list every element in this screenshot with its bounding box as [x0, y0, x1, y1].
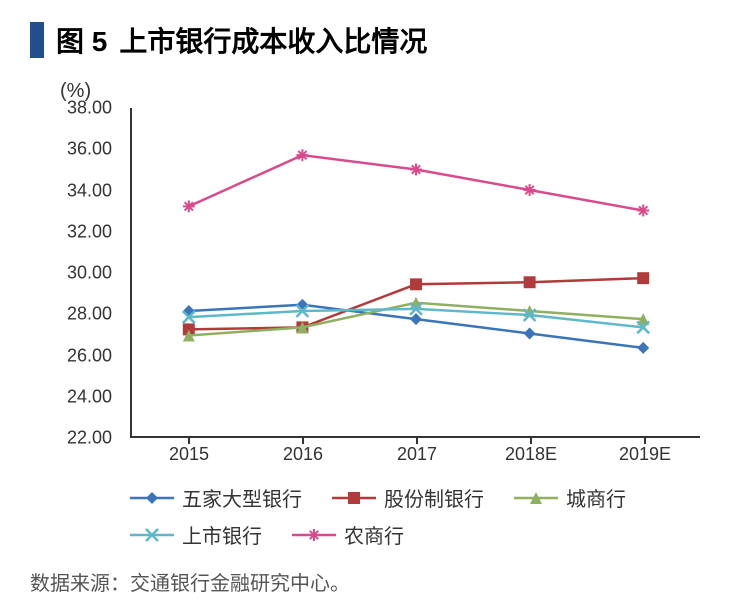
plot-area: 38.0036.0034.0032.0030.0028.0026.0024.00… — [60, 108, 700, 438]
series-line — [189, 155, 643, 210]
legend-item: 股份制银行 — [332, 483, 484, 512]
title-accent-bar — [30, 22, 44, 58]
legend-swatch — [514, 488, 558, 508]
y-tick-label: 34.00 — [67, 180, 112, 201]
legend: 五家大型银行 股份制银行 城商行上市银行 农商行 — [130, 483, 690, 549]
series-marker — [637, 272, 649, 284]
series-marker — [183, 200, 195, 212]
y-tick-label: 28.00 — [67, 304, 112, 325]
series-marker — [524, 276, 536, 288]
series-marker — [410, 164, 422, 176]
legend-label: 上市银行 — [182, 520, 262, 549]
x-tick-mark — [188, 436, 190, 444]
series-marker — [410, 278, 422, 290]
legend-label: 农商行 — [344, 520, 404, 549]
legend-label: 五家大型银行 — [182, 483, 302, 512]
y-tick-label: 36.00 — [67, 139, 112, 160]
legend-swatch — [130, 525, 174, 545]
y-axis-unit: (%) — [60, 80, 717, 103]
x-tick-mark — [416, 436, 418, 444]
figure-label: 图 5 — [56, 20, 107, 60]
series-marker — [637, 342, 649, 354]
y-tick-label: 38.00 — [67, 98, 112, 119]
x-tick-mark — [644, 436, 646, 444]
y-tick-label: 22.00 — [67, 428, 112, 449]
x-tick-label: 2018E — [505, 444, 557, 465]
chart-container: 图 5 上市银行成本收入比情况 (%) 38.00 36.00 34.00 32.00… — [0, 0, 747, 612]
series-marker — [524, 184, 536, 196]
legend-item: 五家大型银行 — [130, 483, 302, 512]
series-marker — [410, 313, 422, 325]
figure-title: 上市银行成本收入比情况 — [119, 20, 427, 60]
x-tick-mark — [302, 436, 304, 444]
x-tick-label: 2016 — [283, 444, 323, 465]
series-marker — [524, 328, 536, 340]
data-source: 数据来源：交通银行金融研究中心。 — [30, 567, 717, 596]
title-row: 图 5 上市银行成本收入比情况 — [30, 20, 717, 60]
series-marker — [296, 299, 308, 311]
x-tick-label: 2015 — [169, 444, 209, 465]
legend-item: 农商行 — [292, 520, 404, 549]
y-tick-label: 30.00 — [67, 263, 112, 284]
series-marker — [183, 305, 195, 317]
legend-item: 城商行 — [514, 483, 626, 512]
legend-label: 城商行 — [566, 483, 626, 512]
x-tick-label: 2019E — [619, 444, 671, 465]
plot-inner: 2015201620172018E2019E — [130, 108, 700, 438]
legend-label: 股份制银行 — [384, 483, 484, 512]
y-tick-label: 26.00 — [67, 345, 112, 366]
legend-item: 上市银行 — [130, 520, 262, 549]
legend-swatch — [292, 525, 336, 545]
x-tick-label: 2017 — [397, 444, 437, 465]
series-line — [189, 305, 643, 348]
plot-svg — [132, 108, 700, 436]
legend-swatch — [130, 488, 174, 508]
y-axis: 38.0036.0034.0032.0030.0028.0026.0024.00… — [52, 108, 122, 438]
legend-swatch — [332, 488, 376, 508]
series-marker — [637, 205, 649, 217]
x-tick-mark — [530, 436, 532, 444]
y-tick-label: 32.00 — [67, 221, 112, 242]
y-tick-label: 24.00 — [67, 386, 112, 407]
series-marker — [296, 149, 308, 161]
